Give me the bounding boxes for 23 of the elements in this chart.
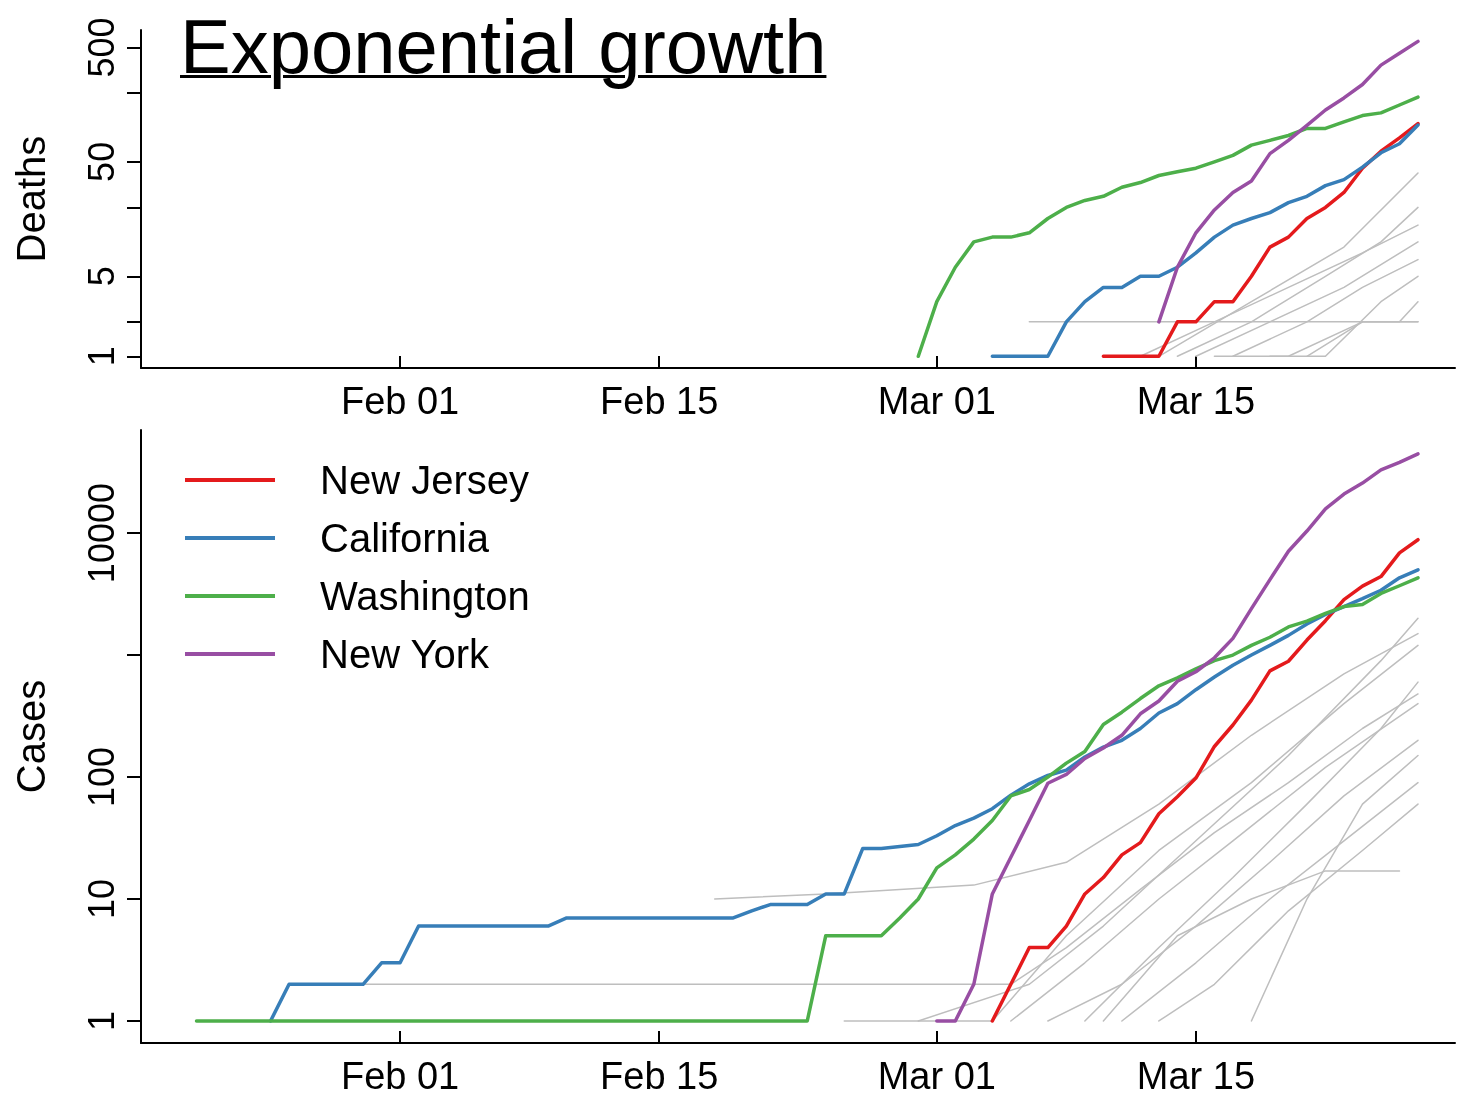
y-tick-label: 1 — [80, 346, 122, 367]
y-tick-label: 50 — [80, 141, 122, 182]
y-axis-title: Cases — [9, 679, 53, 794]
y-tick-label: 10000 — [80, 483, 122, 584]
legend-label: New York — [320, 632, 490, 676]
x-tick-label: Feb 01 — [340, 1055, 460, 1097]
legend-label: New Jersey — [320, 458, 529, 502]
x-tick-label: Mar 15 — [1136, 1055, 1256, 1097]
legend-label: Washington — [320, 574, 530, 618]
legend-label: California — [320, 516, 490, 560]
y-tick-label: 5 — [80, 266, 122, 287]
x-tick-label: Mar 15 — [1136, 380, 1256, 422]
y-tick-label: 100 — [80, 747, 122, 808]
chart-title: Exponential growth — [180, 3, 827, 91]
y-tick-label: 500 — [80, 17, 122, 78]
x-tick-label: Feb 01 — [340, 380, 460, 422]
y-tick-label: 10 — [80, 878, 122, 920]
x-tick-label: Feb 15 — [600, 1055, 719, 1097]
x-tick-label: Feb 15 — [600, 380, 719, 422]
y-axis-title: Deaths — [9, 135, 53, 263]
x-tick-label: Mar 01 — [877, 380, 996, 422]
x-tick-label: Mar 01 — [877, 1055, 996, 1097]
y-tick-label: 1 — [80, 1010, 122, 1031]
